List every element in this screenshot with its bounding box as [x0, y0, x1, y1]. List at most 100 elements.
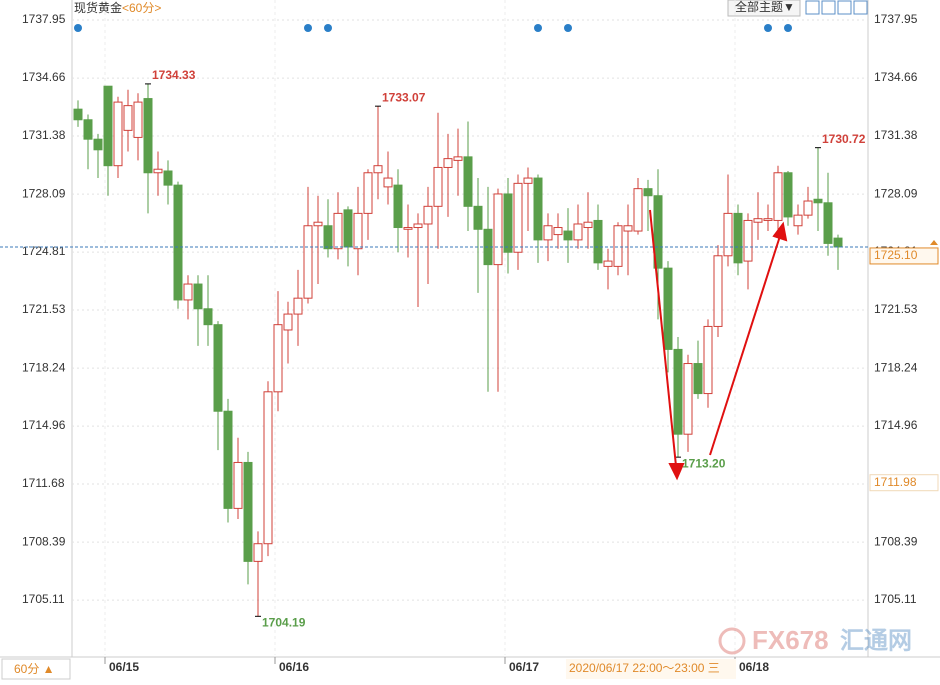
y2-tick-label: 1708.39: [874, 534, 918, 548]
candle-body: [433, 166, 443, 207]
theme-button[interactable]: [727, 0, 801, 17]
candle-body: [563, 230, 573, 241]
y-tick-label: 1718.24: [22, 360, 66, 374]
candle-body: [73, 108, 83, 121]
arrow-line: [709, 235, 781, 456]
candle-body: [593, 219, 603, 264]
arrow-head: [668, 463, 685, 481]
y-tick-label: 1731.38: [22, 128, 66, 142]
icon[interactable]: [853, 0, 868, 15]
watermark-logo: [718, 627, 746, 655]
candle-body: [683, 363, 693, 435]
current-price-label: 1725.10: [874, 248, 918, 262]
y2-tick-label: 1737.95: [874, 12, 918, 26]
candle-body: [133, 101, 143, 138]
candle-body: [473, 205, 483, 230]
candle-body: [263, 391, 273, 545]
y-tick-label: 1724.81: [22, 244, 66, 258]
candle-body: [493, 193, 503, 266]
y-tick-label: 1705.11: [22, 592, 65, 606]
event-dot[interactable]: [304, 24, 312, 32]
candle-body: [793, 214, 803, 227]
extreme-label: 1713.20: [682, 456, 726, 470]
candle-body: [453, 156, 463, 161]
candle-body: [533, 177, 543, 241]
event-dot[interactable]: [534, 24, 542, 32]
candle-body: [463, 156, 473, 207]
cursor-time: 2020/06/17 22:00～23:00 三: [569, 661, 720, 675]
price-marker-label: 1711.98: [874, 475, 917, 489]
event-dot[interactable]: [764, 24, 772, 32]
candle-body: [93, 138, 103, 151]
period-button[interactable]: [1, 658, 71, 680]
x-tick-label: 06/16: [279, 660, 309, 674]
candle-body: [583, 221, 593, 229]
candle-body: [273, 324, 283, 393]
event-dot[interactable]: [324, 24, 332, 32]
y2-tick-label: 1714.96: [874, 418, 918, 432]
candle-body: [703, 325, 713, 395]
candle-body: [833, 237, 843, 248]
icon[interactable]: [837, 0, 852, 15]
extreme-label: 1704.19: [262, 615, 306, 629]
event-dot[interactable]: [784, 24, 792, 32]
candle-body: [83, 119, 93, 140]
candle-body: [613, 225, 623, 267]
price-marker-box: [869, 474, 939, 492]
candle-body: [443, 158, 453, 168]
candle-body: [313, 221, 323, 227]
candle-body: [673, 348, 683, 435]
theme-button-label[interactable]: 全部主题▼: [735, 0, 795, 14]
icon[interactable]: [821, 0, 836, 15]
y-tick-label: 1734.66: [22, 70, 66, 84]
arrow-line: [649, 209, 677, 467]
candle-body: [503, 193, 513, 253]
icon[interactable]: [805, 0, 820, 15]
y-tick-label: 1714.96: [22, 418, 66, 432]
candle-body: [143, 98, 153, 174]
extreme-label: 1734.33: [152, 68, 196, 82]
watermark-text: 汇通网: [840, 627, 912, 654]
candle-body: [203, 308, 213, 326]
trend-arrows: [649, 209, 788, 481]
candle-body: [733, 212, 743, 264]
candle-body: [383, 177, 393, 188]
candle-body: [523, 177, 533, 184]
candle-body: [763, 218, 773, 221]
watermark-text: FX678: [752, 625, 829, 655]
period-subtitle: <60分>: [122, 1, 161, 15]
x-tick-label: 06/15: [109, 660, 139, 674]
candle-body: [363, 172, 373, 214]
candle-body: [423, 205, 433, 225]
toolbar-icons[interactable]: [805, 0, 868, 15]
candle-body: [343, 209, 353, 248]
y-tick-label: 1721.53: [22, 302, 66, 316]
y-tick-label: 1708.39: [22, 534, 66, 548]
y2-tick-label: 1731.38: [874, 128, 918, 142]
cursor-time-box: [566, 659, 736, 679]
candle-body: [283, 313, 293, 331]
candle-body: [643, 188, 653, 197]
event-markers[interactable]: [74, 24, 792, 32]
candle-body: [623, 225, 633, 232]
candle-body: [413, 223, 423, 229]
candle-body: [513, 182, 523, 253]
period-button-label[interactable]: 60分 ▲: [14, 662, 55, 676]
x-tick-label: 06/17: [509, 660, 539, 674]
candle-body: [163, 170, 173, 186]
candle-body: [253, 543, 263, 562]
event-dot[interactable]: [564, 24, 572, 32]
y2-tick-label: 1705.11: [874, 592, 917, 606]
candle-body: [663, 267, 673, 350]
current-price-arrow: [930, 239, 938, 245]
watermark: FX678 汇通网: [718, 625, 912, 655]
candle-body: [813, 198, 823, 204]
candle-body: [753, 218, 763, 223]
candle-body: [123, 105, 133, 131]
candle-body: [153, 168, 163, 174]
candle-body: [713, 255, 723, 327]
event-dot[interactable]: [74, 24, 82, 32]
candle-body: [553, 227, 563, 236]
extreme-label: 1730.72: [822, 132, 866, 146]
